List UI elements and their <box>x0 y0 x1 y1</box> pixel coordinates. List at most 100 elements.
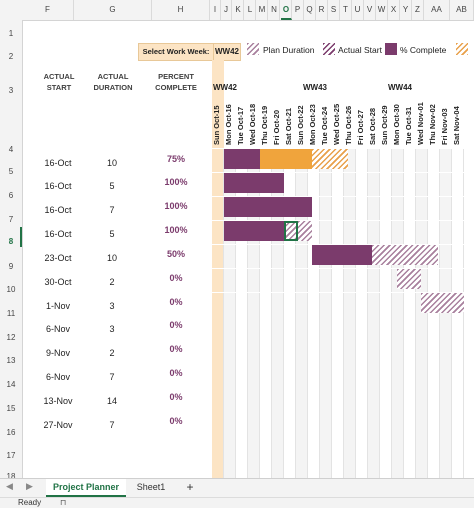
column-header-z[interactable]: Z <box>412 0 424 20</box>
percent-complete-cell[interactable]: 100% <box>164 177 188 187</box>
actual-start-cell[interactable]: 16-Oct <box>44 229 72 239</box>
gantt-bar-complete[interactable] <box>312 245 372 265</box>
gantt-bar-plan[interactable] <box>284 221 298 241</box>
actual-duration-cell[interactable]: 14 <box>106 396 117 406</box>
percent-complete-cell[interactable]: 0% <box>169 416 183 426</box>
actual-duration-cell[interactable]: 10 <box>106 253 117 263</box>
percent-complete-cell[interactable]: 50% <box>166 249 185 259</box>
actual-start-cell[interactable]: 9-Nov <box>45 348 70 358</box>
column-header-h[interactable]: H <box>152 0 210 20</box>
column-header-w[interactable]: W <box>376 0 388 20</box>
actual-duration-cell[interactable]: 3 <box>109 324 115 334</box>
percent-complete-cell[interactable]: 0% <box>169 392 183 402</box>
column-header-x[interactable]: X <box>388 0 400 20</box>
percent-complete-cell[interactable]: 0% <box>169 297 183 307</box>
row-header-17[interactable]: 17 <box>6 451 16 460</box>
actual-start-cell[interactable]: 1-Nov <box>45 301 70 311</box>
column-header-g[interactable]: G <box>74 0 152 20</box>
actual-start-cell[interactable]: 27-Nov <box>43 420 73 430</box>
column-header-v[interactable]: V <box>364 0 376 20</box>
row-header-12[interactable]: 12 <box>6 333 16 342</box>
column-header-aa[interactable]: AA <box>424 0 450 20</box>
column-header-i[interactable]: I <box>210 0 221 20</box>
actual-duration-cell[interactable]: 7 <box>109 372 115 382</box>
column-header-s[interactable]: S <box>328 0 340 20</box>
row-header-14[interactable]: 14 <box>6 380 16 389</box>
percent-complete-cell[interactable]: 100% <box>164 225 188 235</box>
column-header-m[interactable]: M <box>257 0 268 20</box>
row-header-4[interactable]: 4 <box>8 145 14 154</box>
row-header-10[interactable]: 10 <box>6 285 16 294</box>
row-header-2[interactable]: 2 <box>8 52 14 61</box>
actual-start-cell[interactable]: 13-Nov <box>43 396 73 406</box>
actual-start-cell[interactable]: 6-Nov <box>45 372 70 382</box>
column-header-r[interactable]: R <box>316 0 328 20</box>
actual-start-cell[interactable]: 6-Nov <box>45 324 70 334</box>
row-header-18[interactable]: 18 <box>6 472 16 481</box>
gantt-bar-complete[interactable] <box>260 149 312 169</box>
row-header-15[interactable]: 15 <box>6 404 16 413</box>
day-header: Mon Oct-16 <box>224 97 236 145</box>
actual-duration-cell[interactable]: 3 <box>109 301 115 311</box>
column-header-l[interactable]: L <box>245 0 256 20</box>
row-header-13[interactable]: 13 <box>6 356 16 365</box>
actual-duration-cell[interactable]: 7 <box>109 205 115 215</box>
percent-complete-cell[interactable]: 75% <box>166 154 185 164</box>
percent-complete-cell[interactable]: 0% <box>169 368 183 378</box>
column-header-k[interactable]: K <box>233 0 244 20</box>
actual-duration-cell[interactable]: 10 <box>106 158 117 168</box>
tab-scroll-left-icon[interactable]: ◀ <box>6 481 13 491</box>
selected-cell[interactable] <box>284 221 298 241</box>
column-header-y[interactable]: Y <box>400 0 412 20</box>
gantt-bar-complete[interactable] <box>224 149 260 169</box>
actual-start-cell[interactable]: 16-Oct <box>44 181 72 191</box>
row-header-7[interactable]: 7 <box>8 215 14 224</box>
actual-duration-cell[interactable]: 2 <box>109 277 115 287</box>
actual-duration-cell[interactable]: 5 <box>109 181 115 191</box>
row-header-1[interactable]: 1 <box>8 29 14 38</box>
column-header-f[interactable]: F <box>22 0 74 20</box>
percent-complete-cell[interactable]: 0% <box>169 320 183 330</box>
column-header-ab[interactable]: AB <box>450 0 474 20</box>
row-header-16[interactable]: 16 <box>6 428 16 437</box>
row-header-9[interactable]: 9 <box>8 262 14 271</box>
column-header-j[interactable]: J <box>221 0 232 20</box>
macro-record-icon[interactable]: ⊓ <box>60 498 67 507</box>
week-selector-value[interactable]: WW42 <box>213 43 241 61</box>
day-header-label: Wed Oct-18 <box>248 103 257 145</box>
actual-start-cell[interactable]: 16-Oct <box>44 205 72 215</box>
column-header-n[interactable]: N <box>269 0 280 20</box>
column-header-p[interactable]: P <box>292 0 304 20</box>
gantt-bar-complete[interactable] <box>224 197 312 217</box>
gantt-bar-plan[interactable] <box>312 149 348 169</box>
gantt-bar-plan[interactable] <box>397 269 421 289</box>
actual-start-cell[interactable]: 30-Oct <box>44 277 72 287</box>
gantt-bar-plan[interactable] <box>298 221 312 241</box>
column-header-q[interactable]: Q <box>304 0 316 20</box>
row-header-11[interactable]: 11 <box>6 309 16 318</box>
gantt-bar-plan[interactable] <box>372 245 438 265</box>
row-header-5[interactable]: 5 <box>8 167 14 176</box>
column-header-o[interactable]: O <box>281 0 292 20</box>
row-header-6[interactable]: 6 <box>8 191 14 200</box>
actual-duration-cell[interactable]: 2 <box>109 348 115 358</box>
column-header-u[interactable]: U <box>352 0 364 20</box>
add-sheet-button[interactable]: + <box>186 480 194 494</box>
row-header-3[interactable]: 3 <box>8 86 14 95</box>
percent-complete-cell[interactable]: 0% <box>169 273 183 283</box>
tab-scroll-right-icon[interactable]: ▶ <box>26 481 33 491</box>
row-header-8[interactable]: 8 <box>8 237 14 246</box>
tab-sheet1[interactable]: Sheet1 <box>136 482 166 492</box>
gantt-bar-complete[interactable] <box>224 173 284 193</box>
tab-project-planner[interactable]: Project Planner <box>46 479 126 497</box>
percent-complete-cell[interactable]: 0% <box>169 344 183 354</box>
actual-start-legend: Actual Start <box>338 45 382 55</box>
column-header-t[interactable]: T <box>340 0 352 20</box>
actual-start-cell[interactable]: 23-Oct <box>44 253 72 263</box>
gantt-bar-plan[interactable] <box>421 293 464 313</box>
actual-start-cell[interactable]: 16-Oct <box>44 158 72 168</box>
actual-duration-cell[interactable]: 5 <box>109 229 115 239</box>
actual-duration-cell[interactable]: 7 <box>109 420 115 430</box>
percent-complete-cell[interactable]: 100% <box>164 201 188 211</box>
gantt-bar-complete[interactable] <box>224 221 284 241</box>
